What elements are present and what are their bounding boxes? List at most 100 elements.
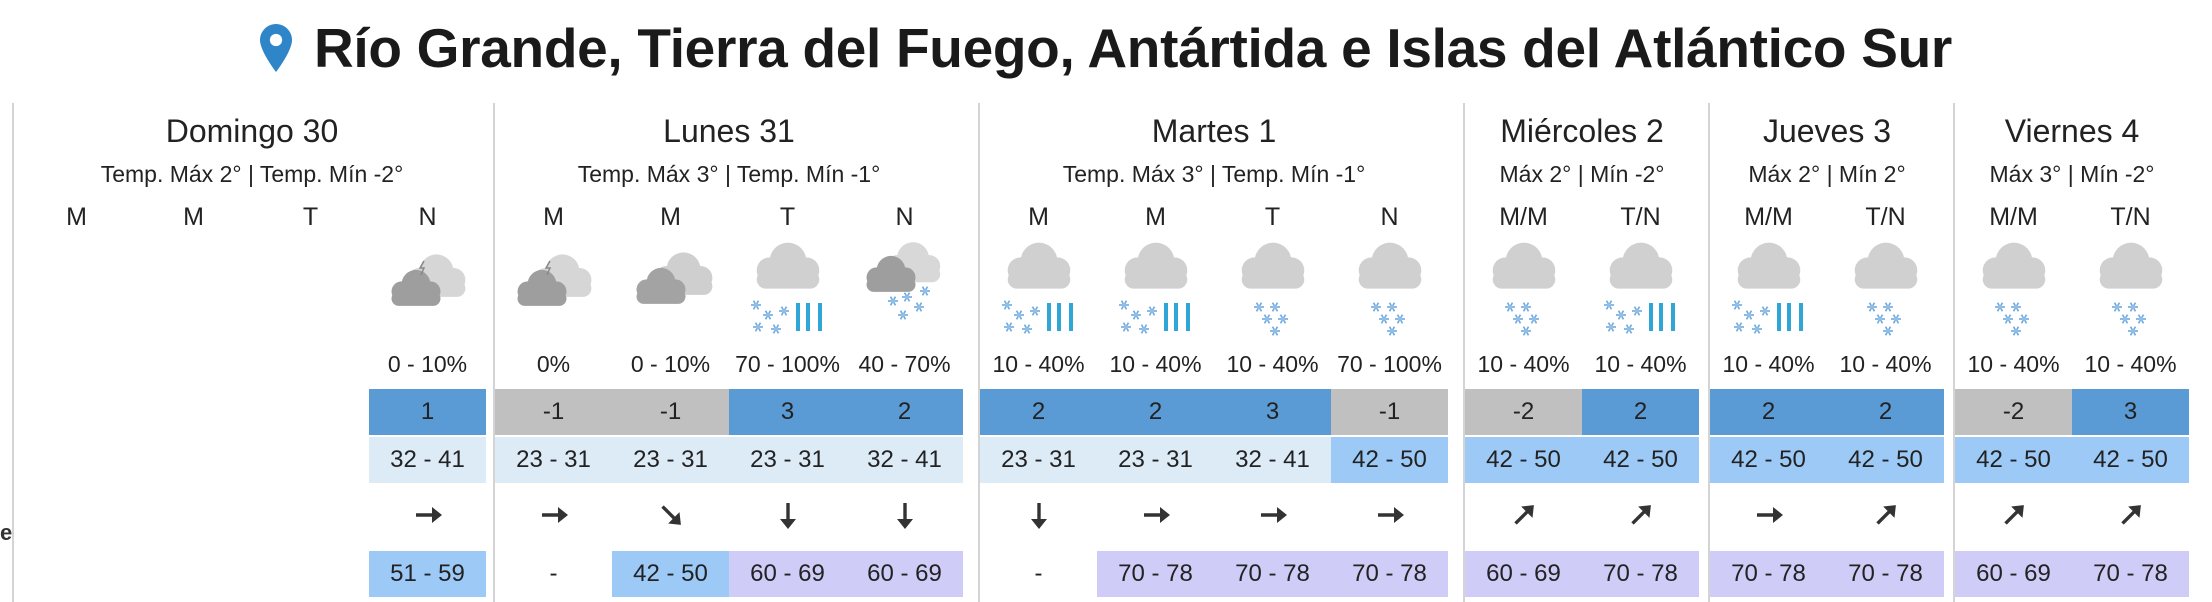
side-row-label: e [0, 520, 13, 545]
precip-probability: 10 - 40% [1967, 351, 2060, 377]
precip-probability: 10 - 40% [2084, 351, 2177, 377]
empty-arrow-slot [18, 487, 135, 543]
period-label: M [66, 203, 87, 231]
wind-speed-range: 32 - 41 [846, 437, 963, 483]
snow-icon [1827, 234, 1944, 344]
snow-rain-icon [1710, 234, 1827, 344]
day-separator [978, 103, 980, 602]
wind-speed-range: 23 - 31 [980, 437, 1097, 483]
temperature-cell: -1 [612, 389, 729, 435]
precip-probability: 10 - 40% [1226, 351, 1319, 377]
temperature-cell: 2 [1827, 389, 1944, 435]
snow-rain-icon [729, 234, 846, 344]
period-label: M [543, 203, 564, 231]
wind-gust-range: - [1034, 560, 1043, 587]
night-snow-icon [846, 234, 963, 344]
day-temp-summary: Máx 2° | Mín 2° [1748, 161, 1906, 187]
arrow-east-icon [369, 487, 486, 543]
precip-probability: 70 - 100% [1337, 351, 1442, 377]
day-name: Martes 1 [1151, 113, 1277, 149]
night-cloudy-icon [369, 234, 486, 344]
snow-icon [1955, 234, 2072, 344]
wind-speed-range: 23 - 31 [612, 437, 729, 483]
wind-speed-range: 23 - 31 [1097, 437, 1214, 483]
wind-gust-range: 51 - 59 [369, 551, 486, 597]
snow-icon [2072, 234, 2189, 344]
period-label: M/M [1744, 203, 1793, 231]
period-label: N [895, 203, 914, 231]
location-pin-icon [260, 23, 292, 72]
precip-probability: 10 - 40% [1839, 351, 1932, 377]
period-label: T/N [1620, 203, 1661, 231]
wind-speed-range: 32 - 41 [369, 437, 486, 483]
temperature-cell: 3 [1214, 389, 1331, 435]
period-label: T [779, 203, 796, 231]
arrow-southeast-icon [612, 487, 729, 543]
day-temp-summary: Temp. Máx 3° | Temp. Mín -1° [577, 161, 881, 187]
wind-gust-range: 70 - 78 [1582, 551, 1699, 597]
precip-probability: 10 - 40% [1477, 351, 1570, 377]
snow-icon [1465, 234, 1582, 344]
empty-arrow-slot [135, 487, 252, 543]
day-name: Jueves 3 [1762, 113, 1892, 149]
wind-speed-range: 23 - 31 [729, 437, 846, 483]
temperature-cell: 2 [1097, 389, 1214, 435]
period-label: M/M [1499, 203, 1548, 231]
arrow-northeast-icon [1827, 487, 1944, 543]
day-column: Lunes 31 Temp. Máx 3° | Temp. Mín -1° M 0%… [495, 103, 963, 602]
precip-probability [18, 348, 135, 380]
cloudy-icon [612, 234, 729, 344]
precip-probability: 10 - 40% [1722, 351, 1815, 377]
temperature-cell: 3 [729, 389, 846, 435]
arrow-northeast-icon [1955, 487, 2072, 543]
wind-speed-range: 42 - 50 [2072, 437, 2189, 483]
empty-icon-slot [135, 234, 252, 344]
wind-gust-range: 60 - 69 [846, 551, 963, 597]
wind-gust-range: 70 - 78 [1331, 551, 1448, 597]
arrow-south-icon [846, 487, 963, 543]
precip-probability: 40 - 70% [858, 351, 951, 377]
wind-speed-range: 42 - 50 [1827, 437, 1944, 483]
wind-gust-range: 70 - 78 [1710, 551, 1827, 597]
day-separator [493, 103, 495, 602]
arrow-northeast-icon [1582, 487, 1699, 543]
temperature-cell: 3 [2072, 389, 2189, 435]
arrow-south-icon [729, 487, 846, 543]
temperature-cell [135, 389, 252, 435]
wind-speed-range: 42 - 50 [1582, 437, 1699, 483]
wind-speed-range [18, 437, 135, 483]
wind-gust-range [18, 551, 135, 597]
wind-speed-range: 42 - 50 [1465, 437, 1582, 483]
wind-gust-range: - [549, 560, 558, 587]
temperature-cell: 2 [846, 389, 963, 435]
arrow-east-icon [1331, 487, 1448, 543]
period-label: T/N [1865, 203, 1906, 231]
temperature-cell: 1 [369, 389, 486, 435]
temperature-cell: -2 [1955, 389, 2072, 435]
arrow-east-icon [495, 487, 612, 543]
wind-gust-range [252, 551, 369, 597]
arrow-northeast-icon [2072, 487, 2189, 543]
precip-probability: 0 - 10% [387, 351, 468, 377]
wind-speed-range: 32 - 41 [1214, 437, 1331, 483]
precip-probability: 10 - 40% [1109, 351, 1202, 377]
temperature-cell: 2 [1710, 389, 1827, 435]
day-name: Viernes 4 [2004, 113, 2140, 149]
wind-speed-range: 23 - 31 [495, 437, 612, 483]
wind-gust-range: 70 - 78 [2072, 551, 2189, 597]
period-label: N [1380, 203, 1399, 231]
page-title-bar: Río Grande, Tierra del Fuego, Antártida … [0, 0, 2212, 95]
wind-speed-range: 42 - 50 [1955, 437, 2072, 483]
snow-rain-icon [1097, 234, 1214, 344]
day-temp-summary: Temp. Máx 3° | Temp. Mín -1° [1062, 161, 1366, 187]
temperature-cell [18, 389, 135, 435]
period-label: M/M [1989, 203, 2038, 231]
period-label: T [1264, 203, 1281, 231]
day-column: Miércoles 2 Máx 2° | Mín -2° M/M 10 - 40% -… [1465, 103, 1699, 602]
period-label: T/N [2110, 203, 2151, 231]
period-label: M [660, 203, 681, 231]
temperature-cell: 2 [1582, 389, 1699, 435]
empty-arrow-slot [252, 487, 369, 543]
day-column: Domingo 30 Temp. Máx 2° | Temp. Mín -2° M M… [18, 103, 486, 602]
day-separator [1463, 103, 1465, 602]
